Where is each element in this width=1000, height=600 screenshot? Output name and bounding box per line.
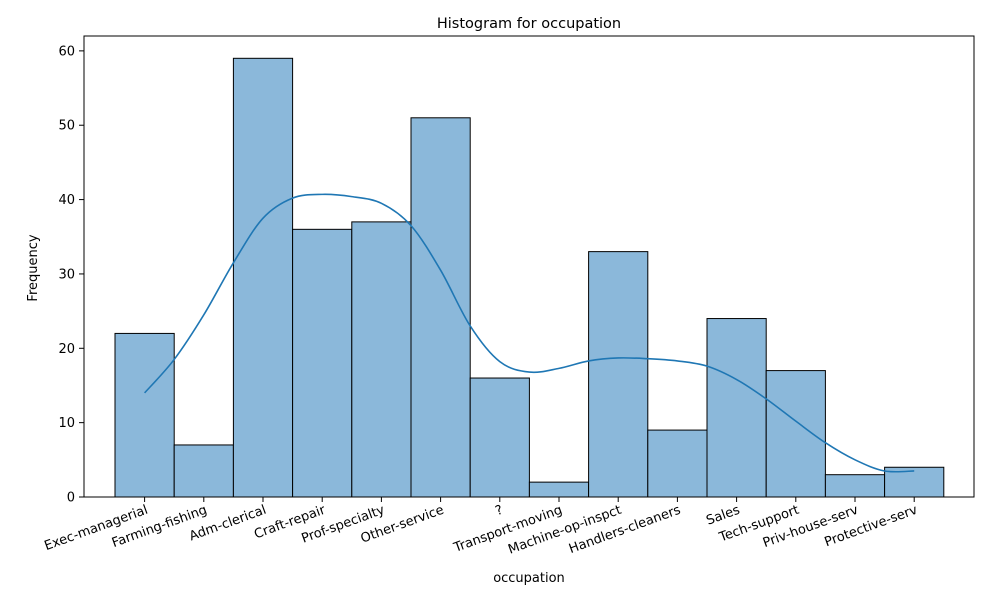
bar-unknown — [469, 377, 530, 498]
plot-frame — [83, 35, 975, 498]
y-tick-label: 40 — [58, 193, 75, 208]
bar-other-service — [410, 117, 471, 498]
y-tick-label: 60 — [58, 44, 75, 59]
x-axis-ticks: Exec-managerialFarming-fishingAdm-cleric… — [42, 497, 920, 558]
bar-tech-support — [765, 370, 826, 498]
bar-machine-op-inspct — [588, 251, 649, 498]
y-tick-label: 50 — [58, 119, 75, 134]
bar-prof-specialty — [351, 221, 412, 498]
y-axis-ticks: 0 10 20 30 40 50 60 — [58, 44, 84, 506]
bar-exec-managerial — [114, 332, 175, 498]
y-tick-label: 20 — [58, 342, 75, 357]
bars-group — [114, 57, 945, 498]
y-axis-label: Frequency — [26, 234, 41, 301]
bar-adm-clerical — [232, 57, 294, 498]
y-tick-label: 10 — [58, 416, 75, 431]
x-tick-label: ? — [494, 503, 506, 519]
bar-farming-fishing — [173, 444, 234, 498]
bar-transport-moving — [528, 481, 590, 498]
y-tick-label: 0 — [67, 491, 75, 506]
chart-title: Histogram for occupation — [437, 16, 621, 32]
bar-craft-repair — [292, 228, 353, 498]
x-axis-label: occupation — [493, 571, 565, 586]
bar-handlers-cleaners — [647, 429, 708, 498]
y-tick-label: 30 — [58, 267, 75, 282]
bar-sales — [706, 318, 767, 498]
kde-line — [144, 193, 915, 473]
bar-priv-house-serv — [824, 474, 886, 498]
